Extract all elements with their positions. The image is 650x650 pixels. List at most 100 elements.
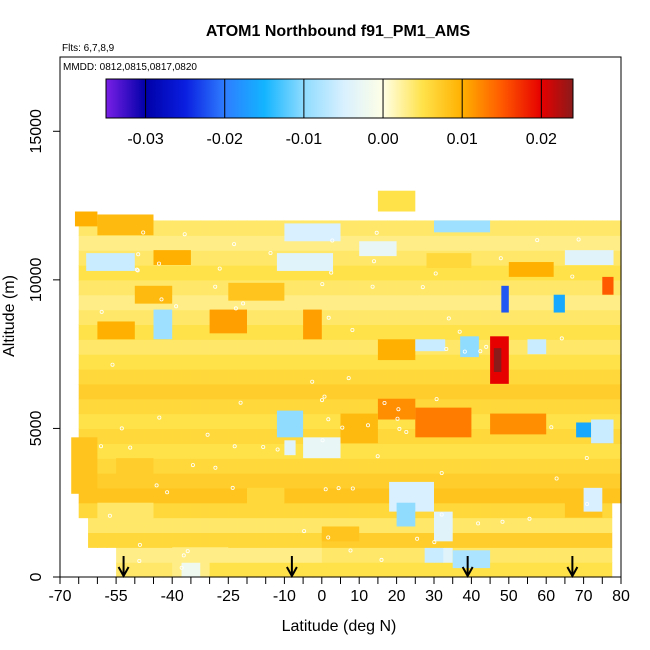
heatmap-cell — [462, 458, 472, 474]
heatmap-cell — [508, 517, 519, 534]
heatmap-feature — [508, 262, 554, 277]
heatmap-cell — [237, 220, 248, 236]
heatmap-cell — [312, 383, 323, 400]
colorbar-tick-label: 0.00 — [367, 131, 398, 148]
heatmap-cell — [452, 354, 463, 370]
heatmap-cell — [592, 383, 603, 400]
heatmap-cell — [97, 265, 108, 281]
heatmap-cell — [116, 369, 127, 385]
heatmap-cell — [228, 502, 239, 519]
heatmap-cell — [349, 294, 360, 311]
observation-dot — [137, 542, 142, 547]
heatmap-cell — [424, 398, 435, 415]
heatmap-cell — [303, 339, 314, 355]
heatmap-cell — [424, 562, 435, 578]
heatmap-cell — [574, 309, 585, 326]
heatmap-cell — [190, 398, 201, 415]
heatmap-feature — [434, 220, 491, 233]
heatmap-cell — [405, 547, 416, 563]
heatmap-cell — [134, 532, 145, 548]
heatmap-cell — [265, 250, 276, 266]
heatmap-cell — [480, 443, 491, 459]
heatmap-cell — [97, 235, 108, 251]
heatmap-cell — [471, 309, 482, 326]
heatmap-cell — [452, 309, 463, 326]
heatmap-cell — [349, 309, 360, 326]
observation-dot — [159, 297, 164, 302]
heatmap-cell — [237, 517, 248, 534]
heatmap-cell — [499, 428, 510, 444]
heatmap-cell — [611, 279, 622, 296]
heatmap-cell — [181, 517, 192, 534]
heatmap-cell — [275, 220, 285, 236]
heatmap-cell — [415, 250, 426, 266]
heatmap-cell — [480, 398, 491, 415]
heatmap-cell — [555, 220, 566, 236]
observation-dot — [141, 230, 146, 235]
heatmap-cell — [415, 458, 426, 474]
heatmap-cell — [490, 220, 501, 236]
heatmap-cell — [284, 383, 295, 400]
heatmap-cell — [583, 294, 594, 311]
heatmap-cell — [88, 487, 98, 504]
observation-dot — [446, 316, 451, 321]
heatmap-cell — [293, 235, 304, 251]
heatmap-cell — [153, 458, 164, 474]
heatmap-cell — [415, 354, 426, 370]
heatmap-cell — [321, 324, 332, 340]
heatmap-cell — [592, 354, 603, 370]
x-tick-label: -25 — [217, 588, 240, 605]
heatmap-cell — [340, 294, 351, 311]
heatmap-cell — [172, 562, 183, 578]
heatmap-cell — [396, 220, 407, 236]
heatmap-cell — [424, 547, 435, 563]
heatmap-cell — [181, 294, 192, 311]
heatmap-cell — [602, 502, 613, 519]
heatmap-cell — [611, 369, 622, 385]
heatmap-cell — [349, 502, 360, 519]
heatmap-cell — [527, 250, 538, 266]
heatmap-cell — [331, 473, 342, 489]
heatmap-cell — [97, 294, 108, 311]
heatmap-cell — [396, 309, 407, 326]
heatmap-cell — [518, 369, 529, 385]
heatmap-cell — [284, 324, 295, 340]
heatmap-cell — [200, 413, 211, 430]
heatmap-cell — [452, 398, 463, 415]
y-axis-label: Altitude (m) — [1, 275, 18, 357]
heatmap-cell — [312, 294, 323, 311]
heatmap-cell — [321, 547, 332, 563]
heatmap-cell — [284, 517, 295, 534]
heatmap-feature — [553, 294, 565, 313]
heatmap-cell — [527, 562, 538, 578]
heatmap-cell — [256, 220, 267, 236]
heatmap-cell — [546, 339, 557, 355]
heatmap-cell — [144, 354, 155, 370]
heatmap-cell — [349, 562, 360, 578]
heatmap-cell — [443, 562, 454, 578]
observation-dot — [134, 267, 139, 272]
heatmap-cell — [312, 413, 323, 430]
x-tick-label: 50 — [500, 588, 518, 605]
heatmap-cell — [480, 383, 491, 400]
heatmap-cell — [592, 532, 603, 548]
heatmap-cell — [527, 294, 538, 311]
heatmap-cell — [536, 220, 547, 236]
heatmap-cell — [592, 458, 603, 474]
heatmap-cell — [190, 473, 201, 489]
heatmap-cell — [359, 383, 370, 400]
heatmap-cell — [172, 220, 183, 236]
heatmap-cell — [359, 547, 370, 563]
heatmap-cell — [106, 413, 117, 430]
observation-dot — [119, 426, 124, 431]
heatmap-cell — [237, 458, 248, 474]
heatmap-feature — [153, 250, 191, 265]
heatmap-cell — [247, 220, 257, 236]
heatmap-cell — [190, 428, 201, 444]
heatmap-cell — [228, 443, 239, 459]
heatmap-cell — [265, 383, 276, 400]
heatmap-cell — [78, 220, 89, 236]
heatmap-cell — [471, 413, 482, 430]
heatmap-cell — [602, 458, 613, 474]
heatmap-cell — [368, 354, 379, 370]
